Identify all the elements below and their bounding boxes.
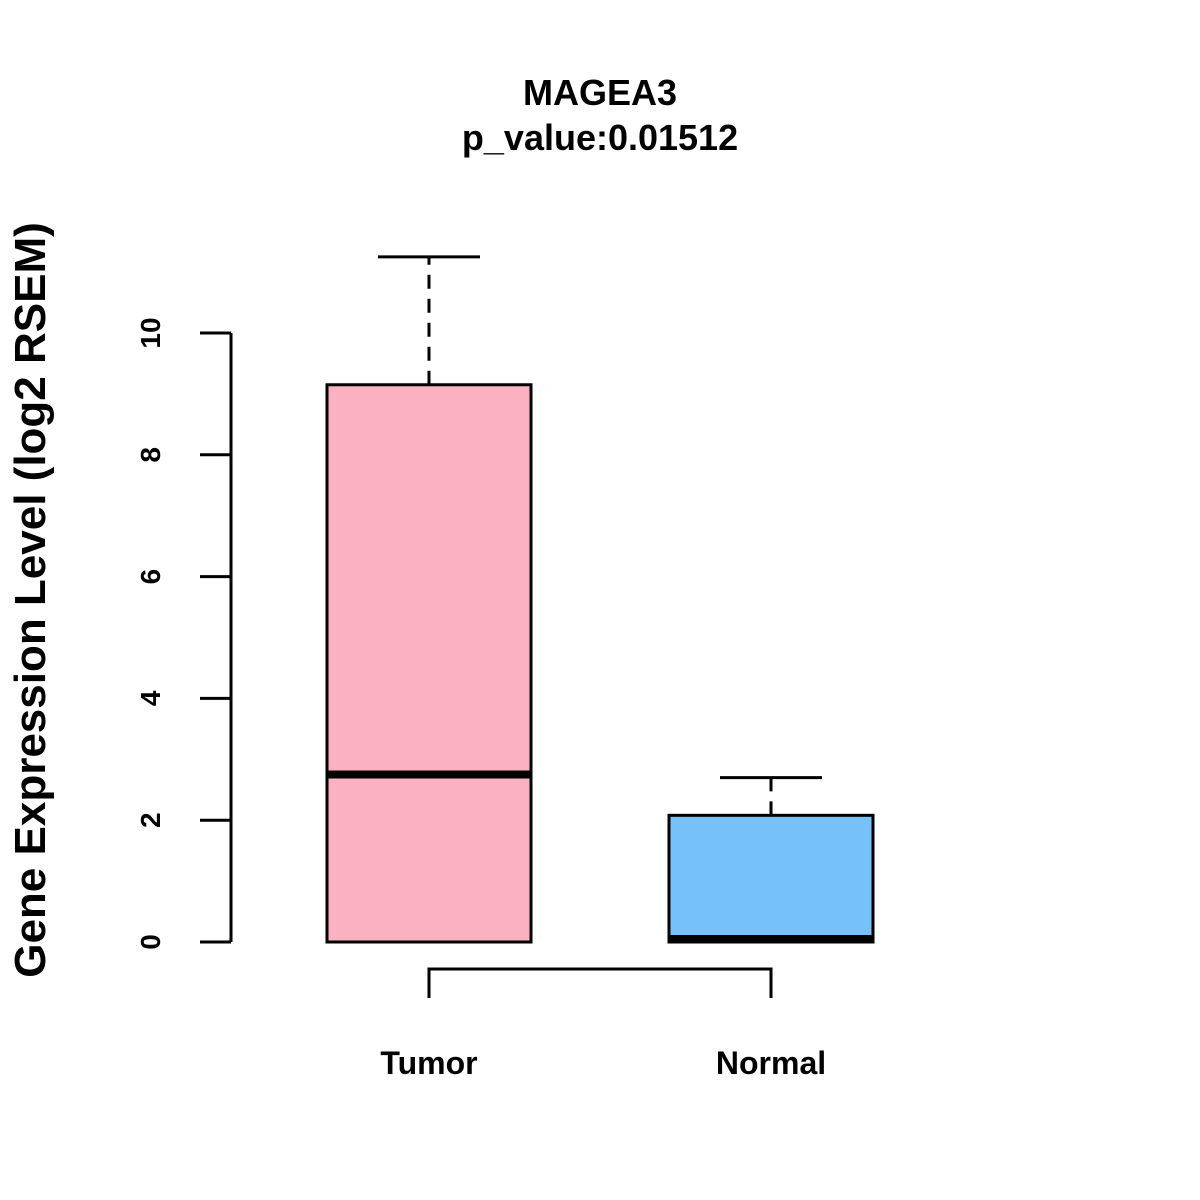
chart-subtitle: p_value:0.01512: [462, 117, 738, 158]
x-tick-label-tumor: Tumor: [380, 1045, 477, 1081]
chart-title: MAGEA3: [523, 72, 677, 113]
y-tick-label-4: 4: [135, 690, 166, 706]
y-tick-label-6: 6: [135, 569, 166, 585]
y-tick-label-0: 0: [135, 934, 166, 950]
x-tick-label-normal: Normal: [716, 1045, 826, 1081]
normal-box: [667, 813, 875, 944]
y-tick-label-10: 10: [135, 317, 166, 348]
y-tick-label-2: 2: [135, 812, 166, 828]
x-tick-labels: Tumor Normal: [380, 1045, 826, 1081]
y-axis-label: Gene Expression Level (log2 RSEM): [6, 222, 55, 978]
tumor-box: [325, 383, 533, 944]
bracket-line: [427, 967, 773, 998]
comparison-bracket: [427, 967, 773, 998]
y-axis: 0 2 4 6 8 10: [135, 317, 233, 950]
boxes-group: [325, 255, 875, 944]
y-tick-label-8: 8: [135, 447, 166, 463]
